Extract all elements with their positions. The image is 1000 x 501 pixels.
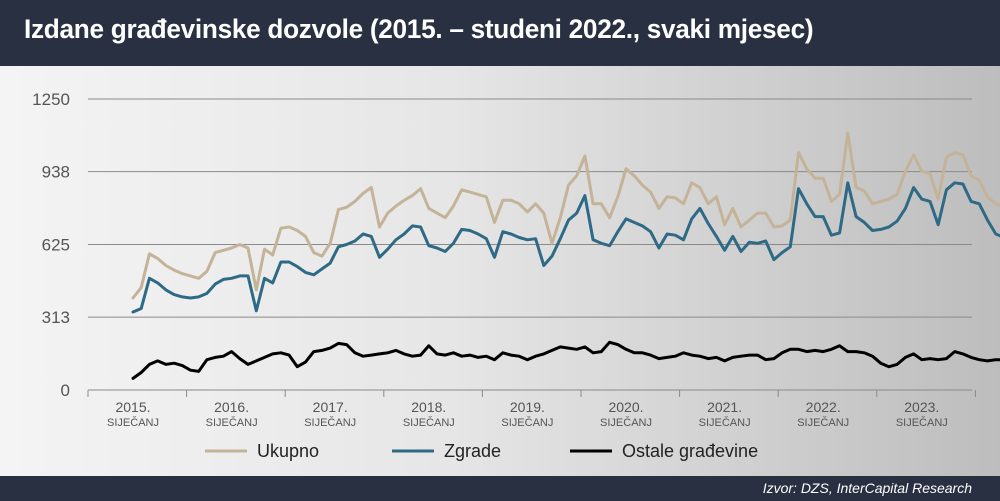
- plot-background: [0, 66, 1000, 476]
- x-tick-month: SIJEČANJ: [206, 416, 258, 429]
- legend-label-ukupno: Ukupno: [257, 441, 319, 461]
- legend-label-zgrade: Zgrade: [444, 441, 501, 461]
- series-line-ostale: [131, 340, 1000, 380]
- y-tick-label: 313: [42, 308, 70, 327]
- x-tick-year: 2017.: [313, 399, 348, 415]
- footer-bar: Izvor: DZS, InterCapital Research: [0, 476, 1000, 501]
- x-tick-month: SIJEČANJ: [403, 416, 455, 429]
- series-line-ukupno: [131, 131, 1000, 300]
- chart-title: Izdane građevinske dozvole (2015. – stud…: [24, 14, 814, 44]
- y-tick-label: 1250: [32, 90, 70, 109]
- x-tick-month: SIJEČANJ: [501, 416, 553, 429]
- title-bar: Izdane građevinske dozvole (2015. – stud…: [0, 0, 1000, 66]
- x-tick-year: 2016.: [214, 399, 249, 415]
- chart-svg: 125093862531302015.SIJEČANJ2016.SIJEČANJ…: [32, 90, 1000, 461]
- x-tick-year: 2023.: [904, 399, 939, 415]
- x-tick-month: SIJEČANJ: [304, 416, 356, 429]
- series-line-zgrade: [131, 181, 1000, 314]
- y-tick-label: 625: [42, 236, 70, 255]
- x-tick-month: SIJEČANJ: [699, 416, 751, 429]
- y-tick-label: 0: [61, 381, 70, 400]
- x-tick-year: 2015.: [115, 399, 150, 415]
- x-tick-month: SIJEČANJ: [797, 416, 849, 429]
- x-tick-year: 2021.: [707, 399, 742, 415]
- x-tick-month: SIJEČANJ: [600, 416, 652, 429]
- x-tick-year: 2019.: [510, 399, 545, 415]
- x-tick-month: SIJEČANJ: [107, 416, 159, 429]
- x-tick-month: SIJEČANJ: [896, 416, 948, 429]
- x-tick-year: 2018.: [411, 399, 446, 415]
- legend-label-ostale: Ostale građevine: [622, 441, 758, 461]
- source-note: Izvor: DZS, InterCapital Research: [762, 480, 972, 496]
- x-tick-year: 2022.: [806, 399, 841, 415]
- x-tick-year: 2020.: [608, 399, 643, 415]
- y-tick-label: 938: [42, 163, 70, 182]
